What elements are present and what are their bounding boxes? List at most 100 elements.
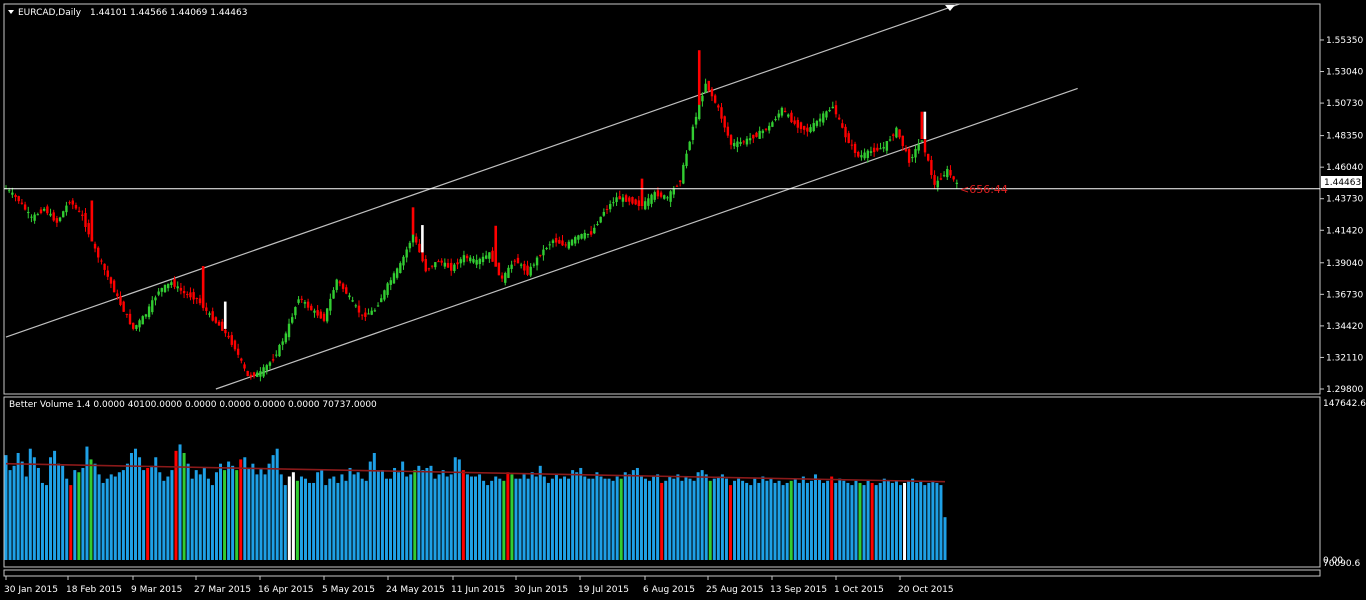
volume-bar (259, 467, 263, 560)
candle-body (834, 105, 838, 115)
candle-body (217, 321, 221, 326)
volume-bar (223, 470, 227, 560)
candle-body (879, 148, 882, 150)
volume-bar (162, 480, 166, 560)
volume-bar (915, 482, 919, 560)
candle-body (17, 196, 20, 202)
volume-bar (69, 485, 73, 560)
candle-body (901, 135, 904, 146)
volume-bar (607, 478, 611, 560)
candle-body (138, 320, 141, 328)
candle-body (869, 151, 873, 153)
candle-body (599, 216, 602, 223)
candle-body (510, 264, 513, 269)
dropdown-triangle-icon[interactable] (8, 10, 14, 14)
candle-body (882, 147, 885, 149)
candle-white (421, 225, 424, 253)
candle-body (380, 298, 383, 303)
volume-bar (441, 470, 445, 560)
candle-body (545, 247, 548, 249)
candle-body (224, 329, 227, 334)
candles (4, 50, 959, 382)
candle-body (389, 280, 392, 285)
volume-bar (474, 476, 477, 560)
volume-bar (894, 480, 898, 560)
candle-body (55, 218, 59, 223)
candle-body (923, 135, 927, 153)
volume-bar (534, 476, 538, 560)
volume-bar (546, 482, 550, 560)
candle-body (892, 134, 895, 136)
candle-body (36, 214, 39, 216)
candle-body (656, 190, 660, 197)
volume-bar (117, 472, 121, 560)
time-tick-label: 30 Jan 2015 (4, 585, 58, 595)
candle-body (243, 364, 246, 369)
candle-body (322, 313, 326, 321)
price-tick-label: 1.39040 (1326, 259, 1363, 269)
volume-bar (125, 463, 129, 560)
volume-bar (830, 476, 834, 560)
volume-bar (433, 478, 437, 560)
volume-bar (109, 474, 113, 560)
candle-body (933, 175, 936, 185)
volume-bar (587, 478, 591, 560)
candle-body (52, 212, 55, 221)
candle-body (49, 213, 52, 216)
volume-bar (870, 482, 874, 560)
candle-body (395, 268, 399, 278)
candle-body (586, 233, 590, 235)
candle-body (278, 344, 281, 357)
volume-bar (101, 482, 105, 560)
volume-bar (696, 472, 700, 560)
volume-bar (198, 474, 202, 560)
time-tick-label: 19 Jul 2015 (578, 585, 629, 595)
candle-body (733, 142, 736, 147)
volume-bar (393, 467, 397, 560)
volume-bar (61, 465, 65, 560)
volume-bar (862, 485, 866, 560)
candle-body (453, 264, 456, 272)
candle-spike (640, 178, 644, 206)
volume-bar (421, 470, 425, 560)
candle-body (459, 259, 462, 264)
candle-body (437, 261, 440, 263)
candle-body (446, 263, 450, 268)
volume-bar (348, 467, 352, 560)
candle-body (755, 132, 758, 137)
candle-body (252, 372, 256, 377)
candle-body (780, 107, 784, 116)
candle-body (828, 109, 831, 112)
volume-bar (903, 482, 907, 560)
price-tick-label: 1.48350 (1326, 132, 1363, 142)
volume-bar (834, 482, 838, 560)
shift-marker-icon[interactable] (945, 5, 955, 11)
price-axis: 1.55350 1.53040 1.50730 1.48350 1.46040 1.437… (1320, 36, 1363, 395)
candle-body (132, 322, 135, 329)
volume-bar (97, 474, 101, 560)
volume-bar (668, 476, 672, 560)
volume-bar (28, 448, 32, 560)
volume-bar (542, 476, 546, 560)
candle-body (752, 134, 755, 139)
volume-bar (558, 478, 562, 560)
candle-body (513, 260, 516, 262)
volume-bar (368, 461, 372, 560)
candle-body (65, 205, 68, 213)
volume-bar (138, 457, 142, 560)
volume-bar (53, 450, 57, 560)
candle-body (179, 287, 183, 291)
time-tick-label: 1 Oct 2015 (834, 585, 884, 595)
candle-body (405, 249, 408, 258)
candle-body (434, 262, 437, 268)
trend-lines[interactable] (5, 3, 1078, 390)
candle-body (287, 323, 291, 338)
candle-body (787, 114, 790, 117)
trend-line-2 (215, 87, 1078, 390)
candle-body (831, 106, 834, 109)
volume-bar (202, 467, 206, 560)
volume-bar (352, 474, 356, 560)
volume-bar (826, 480, 830, 560)
candle-body (205, 307, 208, 311)
